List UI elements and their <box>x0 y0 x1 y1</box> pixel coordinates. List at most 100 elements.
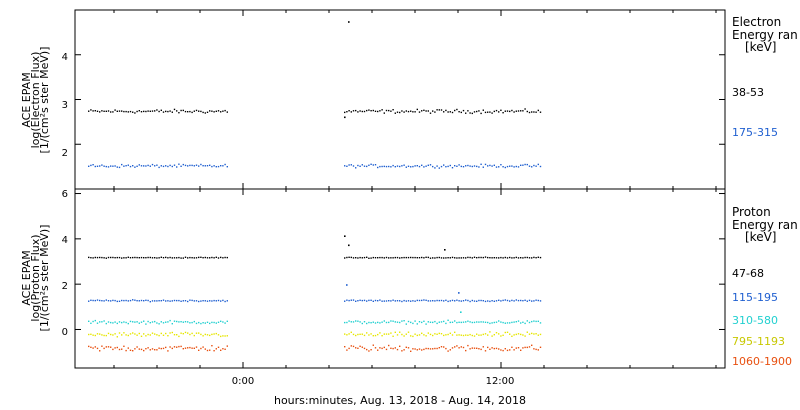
data-point <box>392 320 394 322</box>
data-point <box>495 257 498 259</box>
data-point <box>460 257 462 259</box>
data-point <box>414 320 416 322</box>
data-point <box>495 166 498 168</box>
data-point <box>484 333 487 335</box>
data-point <box>392 164 394 167</box>
data-point <box>206 257 209 259</box>
data-point <box>125 334 127 336</box>
data-point <box>423 257 425 259</box>
data-point <box>178 256 180 259</box>
data-point <box>107 332 110 335</box>
data-point <box>377 349 379 351</box>
data-point <box>429 112 432 114</box>
data-point <box>509 256 511 259</box>
data-point <box>222 110 224 112</box>
data-point <box>198 300 200 303</box>
data-point <box>427 164 429 166</box>
data-point <box>215 332 217 335</box>
data-point <box>195 164 198 166</box>
data-point <box>513 166 515 168</box>
data-point <box>511 257 513 259</box>
data-point <box>355 300 357 302</box>
data-point <box>129 320 132 323</box>
data-point <box>405 256 407 259</box>
data-point <box>160 165 162 167</box>
data-point <box>143 333 145 335</box>
data-point <box>167 165 169 168</box>
data-point <box>156 334 158 336</box>
data-point <box>127 322 129 325</box>
data-point <box>357 257 359 259</box>
data-point <box>421 164 423 166</box>
data-point <box>180 165 182 167</box>
data-point <box>213 257 215 259</box>
data-point <box>495 109 498 112</box>
data-point <box>368 299 370 302</box>
data-point <box>101 300 103 302</box>
data-point <box>520 333 522 336</box>
data-point <box>416 349 418 351</box>
data-point <box>379 110 381 112</box>
data-point <box>191 111 193 114</box>
data-point <box>396 300 399 302</box>
data-point <box>162 334 165 336</box>
data-point <box>178 335 180 338</box>
data-point <box>169 110 171 112</box>
data-point <box>209 322 211 325</box>
data-point <box>515 110 517 112</box>
data-point <box>165 165 167 167</box>
data-point <box>524 108 526 110</box>
data-point <box>370 333 372 335</box>
data-point <box>504 110 506 112</box>
data-point <box>363 347 366 350</box>
data-point <box>92 257 94 259</box>
data-point <box>429 164 432 166</box>
data-point <box>473 256 476 258</box>
data-point <box>438 167 440 169</box>
data-point <box>379 332 381 334</box>
data-point <box>524 163 526 166</box>
data-point <box>171 257 173 259</box>
data-point <box>533 300 535 302</box>
data-point <box>204 333 206 336</box>
data-point <box>96 299 99 301</box>
data-point <box>511 109 513 112</box>
proton-panel-frame <box>74 188 726 369</box>
data-point <box>169 300 171 302</box>
data-point <box>226 166 228 168</box>
data-point <box>449 111 451 113</box>
data-point <box>169 332 171 334</box>
data-point <box>511 321 513 324</box>
data-point <box>480 299 482 302</box>
data-point <box>489 348 491 350</box>
data-point <box>531 320 533 323</box>
data-point <box>471 334 473 337</box>
data-point <box>105 334 107 337</box>
data-point <box>498 111 500 113</box>
data-point <box>513 257 515 259</box>
data-point <box>535 333 537 335</box>
data-point <box>355 167 357 169</box>
data-point <box>427 321 429 323</box>
data-point <box>440 257 443 259</box>
data-point <box>434 257 436 259</box>
data-point <box>176 299 178 302</box>
data-point <box>476 257 478 259</box>
data-point <box>357 300 359 302</box>
data-point <box>357 333 359 336</box>
data-point <box>200 300 202 302</box>
data-point <box>381 300 383 302</box>
data-point <box>401 257 403 259</box>
data-point <box>178 299 180 302</box>
proton-ytick-2: 2 <box>62 281 68 292</box>
data-point <box>200 163 202 166</box>
data-point <box>350 321 352 323</box>
data-point <box>487 346 489 349</box>
data-point <box>522 164 524 166</box>
data-point <box>421 110 423 112</box>
data-point <box>528 299 531 302</box>
data-point <box>154 257 156 259</box>
data-point <box>436 256 438 259</box>
data-point <box>114 321 116 323</box>
data-point <box>189 346 191 349</box>
